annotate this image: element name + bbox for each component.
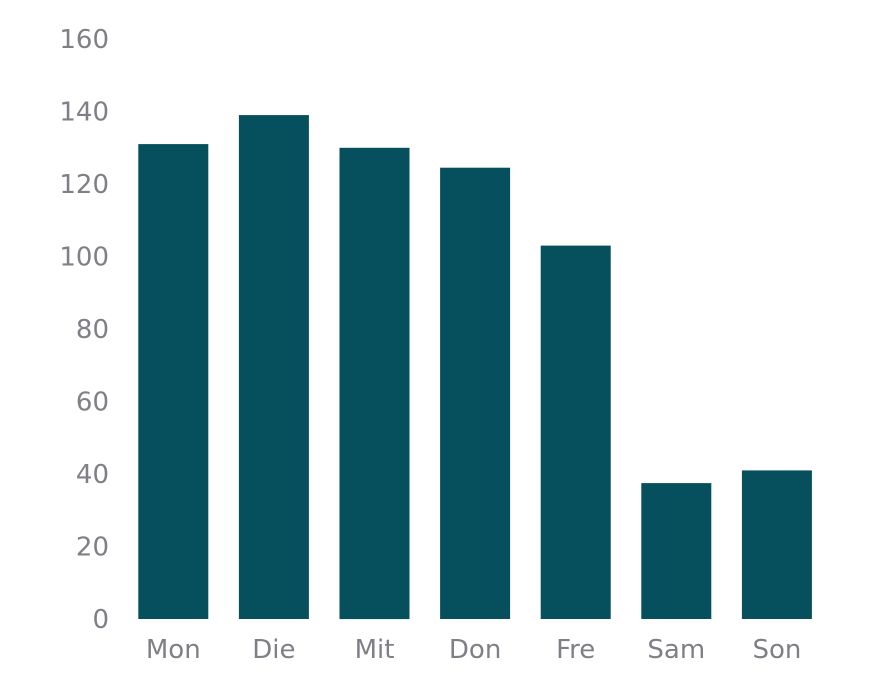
y-tick-label-100: 100 — [59, 243, 109, 273]
x-tick-label-die: Die — [252, 635, 295, 665]
x-tick-label-mon: Mon — [146, 635, 201, 665]
bar-mon — [138, 144, 209, 619]
x-tick-label-son: Son — [752, 635, 801, 665]
x-tick-label-fre: Fre — [556, 635, 595, 665]
x-tick-label-don: Don — [449, 635, 501, 665]
y-tick-label-0: 0 — [92, 605, 109, 635]
y-tick-label-80: 80 — [76, 315, 109, 345]
x-axis-tick-labels: Mon Die Mit Don Fre Sam Son — [146, 635, 801, 665]
bar-son — [741, 470, 812, 619]
bar-die — [238, 115, 309, 619]
bar-don — [440, 167, 511, 619]
y-tick-label-20: 20 — [76, 533, 109, 563]
bar-fre — [540, 245, 611, 619]
y-tick-label-40: 40 — [76, 460, 109, 490]
bar-mit — [339, 147, 410, 620]
y-tick-label-60: 60 — [76, 388, 109, 418]
x-tick-label-mit: Mit — [355, 635, 395, 665]
bars-group — [138, 115, 812, 620]
y-tick-label-160: 160 — [59, 25, 109, 55]
y-tick-label-120: 120 — [59, 170, 109, 200]
bar-sam — [641, 483, 712, 619]
x-tick-label-sam: Sam — [647, 635, 705, 665]
y-tick-label-140: 140 — [59, 98, 109, 128]
y-axis-tick-labels: 0 20 40 60 80 100 120 140 160 — [59, 25, 109, 635]
